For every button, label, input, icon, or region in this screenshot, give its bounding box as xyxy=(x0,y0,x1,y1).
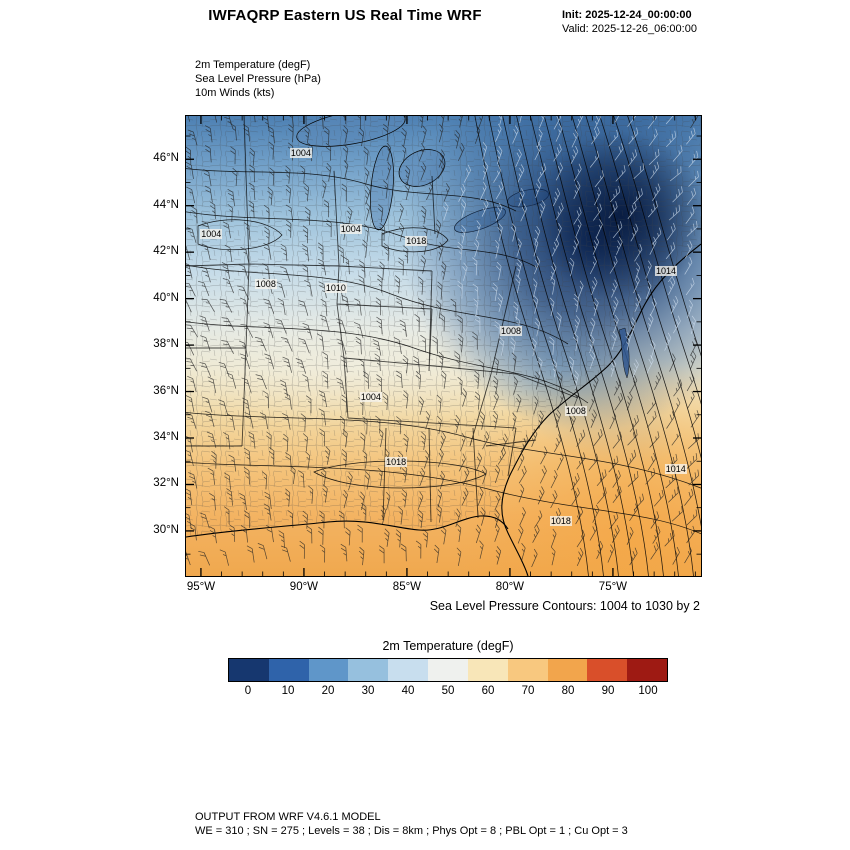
colorbar-segment xyxy=(348,659,389,681)
axis-ticks xyxy=(186,116,701,576)
colorbar-segment xyxy=(229,659,269,681)
lat-label: 42°N xyxy=(153,245,179,258)
lat-label: 38°N xyxy=(153,338,179,351)
colorbar-title: 2m Temperature (degF) xyxy=(382,639,514,653)
field-pressure-label: Sea Level Pressure (hPa) xyxy=(195,73,321,85)
colorbar: 0 10 20 30 40 50 60 70 80 90 100 xyxy=(228,658,668,699)
lon-label: 80°W xyxy=(495,581,525,593)
contour-label: 1004 xyxy=(359,392,382,403)
lat-label: 40°N xyxy=(153,291,179,304)
contour-label: 1018 xyxy=(405,236,428,247)
lon-label: 95°W xyxy=(186,581,216,593)
map-svg xyxy=(186,116,701,576)
contour-caption: Sea Level Pressure Contours: 1004 to 103… xyxy=(429,599,700,613)
colorbar-tick-label: 40 xyxy=(401,685,415,697)
colorbar-segment xyxy=(268,659,309,681)
field-winds-label: 10m Winds (kts) xyxy=(195,87,275,99)
contour-label: 1014 xyxy=(654,266,677,277)
state-borders xyxy=(186,116,579,523)
colorbar-tick-label: 20 xyxy=(321,685,335,697)
chesapeake-bay xyxy=(618,327,630,379)
colorbar-tick-label: 80 xyxy=(561,685,575,697)
contour-label: 1004 xyxy=(289,147,312,158)
field-temperature-label: 2m Temperature (degF) xyxy=(195,59,311,71)
colorbar-segment xyxy=(627,659,667,681)
pressure-contours-offshore xyxy=(474,116,701,576)
lat-label: 32°N xyxy=(153,477,179,490)
contour-label: 1008 xyxy=(254,278,277,289)
lon-label: 90°W xyxy=(289,581,319,593)
colorbar-tick-label: 50 xyxy=(441,685,455,697)
colorbar-tick-label: 30 xyxy=(361,685,375,697)
map-frame: 46°N 44°N 42°N 40°N 38°N 36°N 34°N 32°N 30°N 95°W… xyxy=(153,115,702,593)
lat-label: 44°N xyxy=(153,198,179,211)
colorbar-tick-label: 60 xyxy=(481,685,495,697)
colorbar-ticks: 0 10 20 30 40 50 60 70 80 90 100 xyxy=(228,685,668,699)
contour-label: 1004 xyxy=(200,229,223,240)
colorbar-tick-label: 0 xyxy=(244,685,252,697)
lat-label: 36°N xyxy=(153,384,179,397)
run-info: Init: 2025-12-24_00:00:00 Valid: 2025-12… xyxy=(562,8,697,36)
atlantic-coastline xyxy=(501,243,701,576)
lat-label: 30°N xyxy=(153,523,179,536)
contour-label: 1018 xyxy=(385,456,408,467)
lat-label: 34°N xyxy=(153,431,179,443)
lon-label: 75°W xyxy=(598,581,628,593)
valid-time-label: Valid: 2025-12-26_06:00:00 xyxy=(562,23,697,35)
colorbar-segment xyxy=(388,659,429,681)
lon-label: 85°W xyxy=(392,581,422,593)
colorbar-segment xyxy=(428,659,468,681)
model-version-line: OUTPUT FROM WRF V4.6.1 MODEL xyxy=(195,811,381,823)
contour-label: 1004 xyxy=(339,224,362,235)
colorbar-segment xyxy=(308,659,349,681)
colorbar-tick-label: 70 xyxy=(521,685,535,697)
contour-label: 1008 xyxy=(499,325,522,336)
contour-label: 1018 xyxy=(549,515,572,526)
coastlines xyxy=(186,243,701,576)
colorbar-tick-label: 10 xyxy=(281,685,295,697)
colorbar-segment xyxy=(547,659,588,681)
colorbar-segment xyxy=(507,659,548,681)
colorbar-segment xyxy=(587,659,628,681)
init-time-label: Init: 2025-12-24_00:00:00 xyxy=(562,9,692,21)
colorbar-bar xyxy=(228,658,668,682)
gulf-coastline xyxy=(186,515,509,538)
colorbar-segment xyxy=(467,659,508,681)
model-config-line: WE = 310 ; SN = 275 ; Levels = 38 ; Dis … xyxy=(195,825,628,837)
contour-label: 1008 xyxy=(564,405,587,416)
lat-label: 46°N xyxy=(153,152,179,165)
contour-label: 1014 xyxy=(664,463,687,474)
colorbar-tick-label: 90 xyxy=(601,685,615,697)
field-list: 2m Temperature (degF) Sea Level Pressure… xyxy=(195,58,321,100)
page-title: IWFAQRP Eastern US Real Time WRF xyxy=(208,7,482,24)
colorbar-tick-label: 100 xyxy=(638,685,658,697)
contour-label: 1010 xyxy=(324,283,347,294)
footer: OUTPUT FROM WRF V4.6.1 MODEL WE = 310 ; … xyxy=(195,810,628,838)
wind-barbs-layer xyxy=(186,116,700,568)
